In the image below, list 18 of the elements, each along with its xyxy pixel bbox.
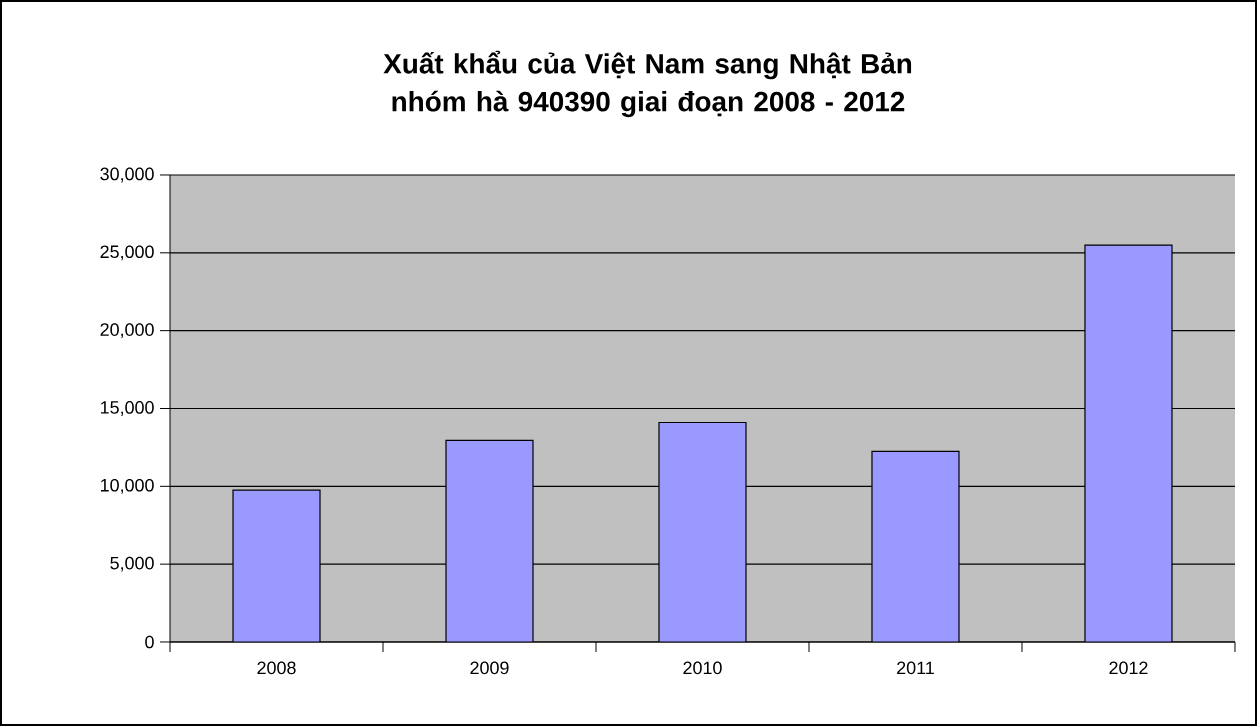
y-tick-label: 15,000 [101, 401, 154, 416]
bar [1084, 244, 1173, 642]
y-tick-label: 0 [145, 635, 154, 649]
chart-title: Xuất khẩu của Việt Nam sang Nhật Bản nhóm hà 940390 giai đoạn 2008 - 2012 [383, 50, 912, 118]
bar [871, 450, 960, 642]
y-tick-label: 30,000 [100, 167, 154, 183]
x-tick-label: 2008 [257, 661, 296, 675]
bar [658, 421, 747, 642]
x-tick-label: 2011 [897, 661, 934, 675]
bar [232, 489, 321, 642]
bar [445, 439, 534, 642]
y-tick-label: 25,000 [100, 245, 154, 261]
y-tick-label: 5,000 [110, 556, 154, 572]
y-tick-label: 10,000 [101, 478, 154, 494]
x-tick-label: 2010 [683, 661, 722, 675]
x-tick-label: 2009 [470, 661, 509, 675]
x-tick-label: 2012 [1109, 661, 1148, 675]
y-tick-label: 20,000 [100, 323, 154, 339]
